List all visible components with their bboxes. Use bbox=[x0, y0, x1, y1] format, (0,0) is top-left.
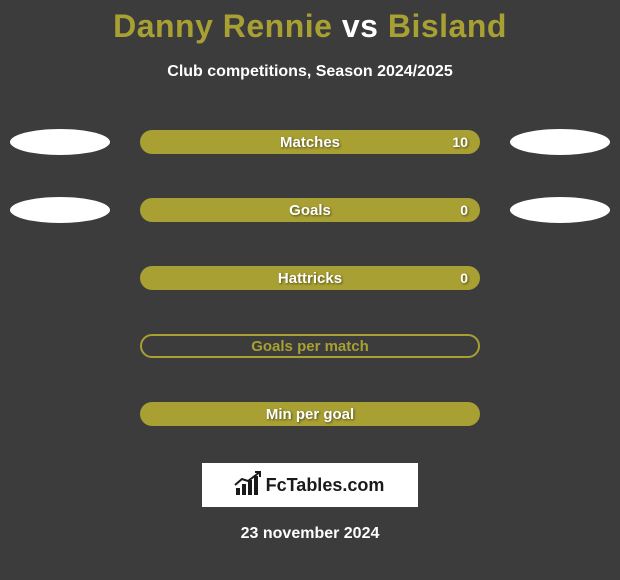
stat-bar: Min per goal bbox=[140, 402, 480, 426]
player1-indicator bbox=[10, 129, 110, 155]
player1-name: Danny Rennie bbox=[113, 8, 332, 44]
fctables-logo[interactable]: FcTables.com bbox=[202, 463, 418, 507]
stat-value: 10 bbox=[452, 134, 468, 150]
stat-label: Goals bbox=[289, 202, 331, 219]
vs-text: vs bbox=[342, 8, 379, 44]
stat-label: Goals per match bbox=[251, 338, 369, 355]
player1-indicator bbox=[10, 197, 110, 223]
stat-label: Min per goal bbox=[266, 406, 354, 423]
stat-row: Goals 0 bbox=[0, 187, 620, 233]
stat-row: Hattricks 0 bbox=[0, 255, 620, 301]
comparison-widget: Danny Rennie vs Bisland Club competition… bbox=[0, 0, 620, 543]
stat-bar: Goals 0 bbox=[140, 198, 480, 222]
logo-text: FcTables.com bbox=[266, 475, 385, 496]
stat-bar: Hattricks 0 bbox=[140, 266, 480, 290]
stat-row: Matches 10 bbox=[0, 119, 620, 165]
stat-label: Hattricks bbox=[278, 270, 342, 287]
player2-indicator bbox=[510, 197, 610, 223]
date-text: 23 november 2024 bbox=[0, 525, 620, 543]
stat-label: Matches bbox=[280, 134, 340, 151]
stat-bar: Matches 10 bbox=[140, 130, 480, 154]
player2-name: Bisland bbox=[388, 8, 507, 44]
page-title: Danny Rennie vs Bisland bbox=[0, 8, 620, 45]
stat-value: 0 bbox=[460, 202, 468, 218]
bar-chart-icon bbox=[236, 475, 260, 495]
player2-indicator bbox=[510, 129, 610, 155]
stat-row: Min per goal bbox=[0, 391, 620, 437]
stat-row: Goals per match bbox=[0, 323, 620, 369]
subtitle: Club competitions, Season 2024/2025 bbox=[0, 63, 620, 81]
stats-list: Matches 10 Goals 0 Hattricks 0 Goals per match… bbox=[0, 119, 620, 437]
stat-value: 0 bbox=[460, 270, 468, 286]
stat-bar: Goals per match bbox=[140, 334, 480, 358]
